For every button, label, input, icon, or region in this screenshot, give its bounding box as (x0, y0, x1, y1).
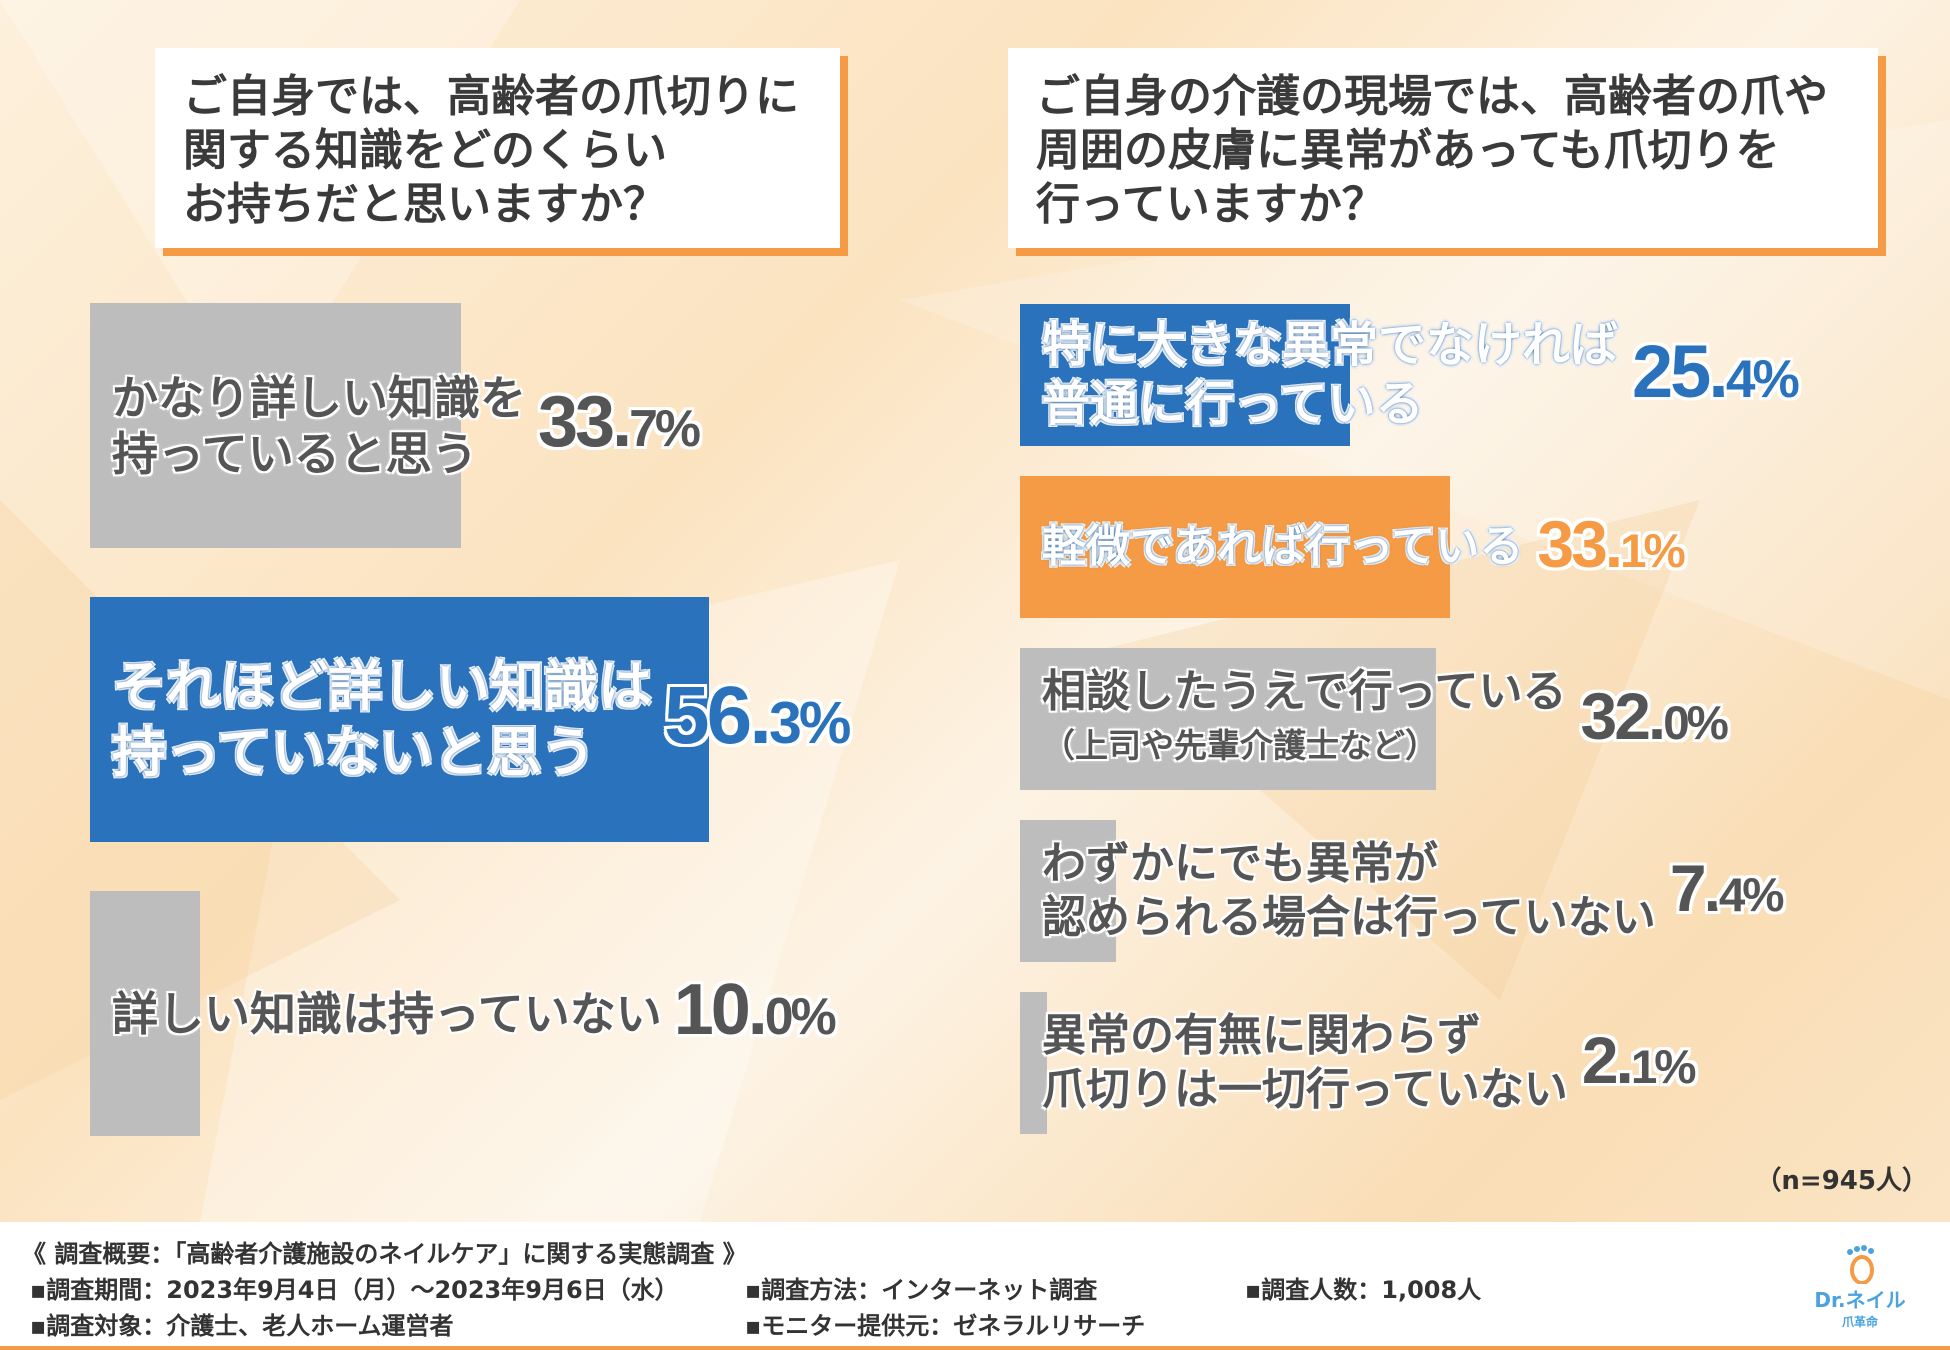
right-question-box: ご自身の介護の現場では、高齢者の爪や 周囲の皮膚に異常があっても爪切りを 行って… (1008, 48, 1878, 248)
survey-period: ▪調査期間：2023年9月4日（月）～2023年9月6日（水） (30, 1276, 679, 1304)
bar-label: 相談したうえで行っている （上司や先輩介護士など） (1042, 665, 1566, 773)
value-label-dec: 4% (1718, 869, 1785, 923)
brand-logo: Dr.ネイル 爪革命 (1810, 1244, 1910, 1334)
value-label-dec: 4% (1725, 350, 1800, 410)
survey-provider: ▪モニター提供元：ゼネラルリサーチ (745, 1312, 1146, 1340)
bar-label: かなり詳しい知識を 持っていると思う (112, 370, 526, 482)
value-label: 33.7% (538, 381, 701, 463)
bar-label-line: 相談したうえで行っている (1042, 666, 1567, 717)
bar (90, 891, 200, 1136)
bar-label: 詳しい知識は持っていない (112, 986, 662, 1042)
value-label-int: 2. (1581, 1023, 1634, 1098)
bar-label-line: 持っていると思う (112, 426, 478, 481)
sample-size: （n=945人） (1755, 1166, 1928, 1196)
right-question-line: ご自身の介護の現場では、高齢者の爪や (1036, 71, 1828, 122)
value-label-dec: 7% (629, 398, 701, 457)
value-label-int: 33. (1537, 507, 1623, 582)
bar-label-line: 認められる場合は行っていない (1042, 892, 1656, 943)
left-question-box: ご自身では、高齢者の爪切りに 関する知識をどのくらい お持ちだと思いますか？ (155, 48, 840, 248)
bar (1020, 992, 1047, 1134)
bar-label-line: 持っていないと思う (112, 720, 596, 784)
bar (1020, 820, 1116, 962)
value-label-int: 32. (1580, 679, 1666, 754)
bar (90, 597, 709, 842)
value-label: 2.1% (1581, 1022, 1697, 1098)
value-label-dec: 3% (769, 689, 851, 756)
value-label-dec: 1% (1620, 525, 1686, 579)
logo-text: Dr.ネイル (1814, 1288, 1906, 1312)
value-label-dec: 0% (1663, 697, 1729, 751)
right-question-line: 周囲の皮膚に異常があっても爪切りを (1036, 125, 1780, 176)
survey-count: ▪調査人数：1,008人 (1245, 1276, 1482, 1304)
bar-label: 異常の有無に関わらず 爪切りは一切行っていない (1042, 1009, 1568, 1117)
bar-label-line: わずかにでも異常が (1042, 838, 1438, 889)
survey-target: ▪調査対象：介護士、老人ホーム運営者 (30, 1312, 454, 1340)
bar (1020, 476, 1450, 618)
bar-label-line: 異常の有無に関わらず (1042, 1010, 1482, 1061)
survey-title: 《 調査概要：「高齢者介護施設のネイルケア」に関する実態調査 》 (22, 1240, 747, 1268)
bar (1020, 304, 1350, 446)
right-question-line: 行っていますか？ (1036, 179, 1386, 230)
value-label: 32.0% (1580, 678, 1729, 754)
foot-icon (1847, 1245, 1874, 1284)
logo-subtext: 爪革命 (1841, 1315, 1878, 1329)
bar-label-line: それほど詳しい知識は (112, 654, 652, 718)
value-label: 7.4% (1669, 850, 1785, 926)
bar-label-line: かなり詳しい知識を (112, 370, 526, 425)
bar-label: 特に大きな異常でなければ 普通に行っている (1042, 316, 1618, 434)
left-question-line: ご自身では、高齢者の爪切りに (183, 71, 799, 122)
left-question-line: 関する知識をどのくらい (183, 125, 667, 176)
value-label-dec: 0% (764, 986, 837, 1045)
bar-label-line: 爪切りは一切行っていない (1042, 1064, 1568, 1115)
bar-label-line: 軽微であれば行っている (1042, 521, 1524, 572)
value-label-int: 10. (673, 969, 768, 1050)
value-label-int: 56. (664, 669, 772, 761)
bar-label: それほど詳しい知識は 持っていないと思う (112, 654, 652, 786)
survey-footer: 《 調査概要：「高齢者介護施設のネイルケア」に関する実態調査 》 ▪調査期間：2… (0, 1222, 1950, 1350)
value-label: 10.0% (673, 969, 837, 1051)
value-label: 33.1% (1537, 506, 1686, 582)
value-label-dec: 1% (1630, 1041, 1697, 1095)
left-question-line: お持ちだと思いますか？ (183, 179, 667, 230)
bar (90, 303, 461, 548)
value-label-int: 25. (1632, 330, 1729, 414)
bar-label-line: 詳しい知識は持っていない (112, 986, 662, 1041)
bar (1020, 648, 1436, 790)
bar-label-line: （上司や先輩介護士など） (1042, 726, 1438, 765)
value-label-int: 7. (1669, 851, 1722, 926)
value-label: 56.3% (664, 669, 851, 763)
bar-label: わずかにでも異常が 認められる場合は行っていない (1042, 837, 1656, 945)
bar-label-line: 特に大きな異常でなければ (1042, 317, 1619, 373)
survey-method: ▪調査方法：インターネット調査 (745, 1276, 1098, 1304)
value-label: 25.4% (1632, 329, 1800, 414)
bar-label-line: 普通に行っている (1042, 376, 1424, 432)
bar-label: 軽微であれば行っている (1042, 520, 1523, 574)
value-label-int: 33. (538, 381, 632, 462)
